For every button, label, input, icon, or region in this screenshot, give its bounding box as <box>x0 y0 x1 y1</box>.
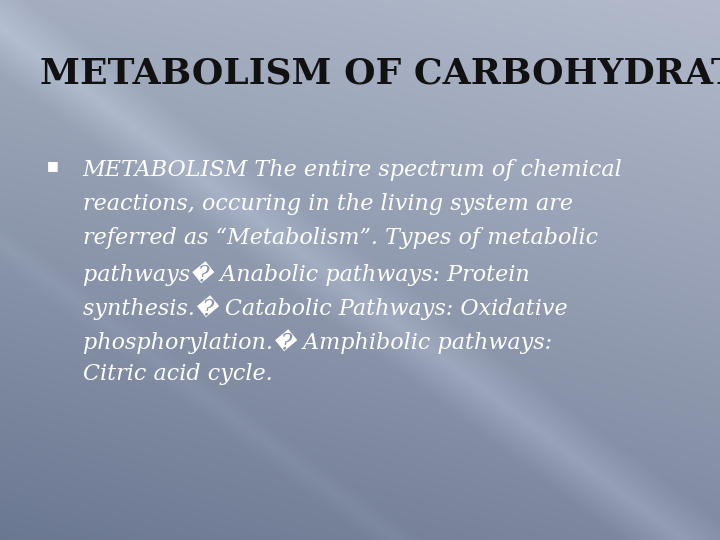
Text: pathways� Anabolic pathways: Protein: pathways� Anabolic pathways: Protein <box>83 261 529 286</box>
Text: METABOLISM OF CARBOHYDRATES: METABOLISM OF CARBOHYDRATES <box>40 57 720 91</box>
Text: reactions, occuring in the living system are: reactions, occuring in the living system… <box>83 193 573 215</box>
Text: ■: ■ <box>47 159 58 172</box>
Text: phosphorylation.� Amphibolic pathways:: phosphorylation.� Amphibolic pathways: <box>83 329 552 354</box>
Text: Citric acid cycle.: Citric acid cycle. <box>83 363 273 386</box>
Text: synthesis.� Catabolic Pathways: Oxidative: synthesis.� Catabolic Pathways: Oxidativ… <box>83 295 567 320</box>
Text: METABOLISM The entire spectrum of chemical: METABOLISM The entire spectrum of chemic… <box>83 159 623 181</box>
Text: referred as “Metabolism”. Types of metabolic: referred as “Metabolism”. Types of metab… <box>83 227 598 249</box>
